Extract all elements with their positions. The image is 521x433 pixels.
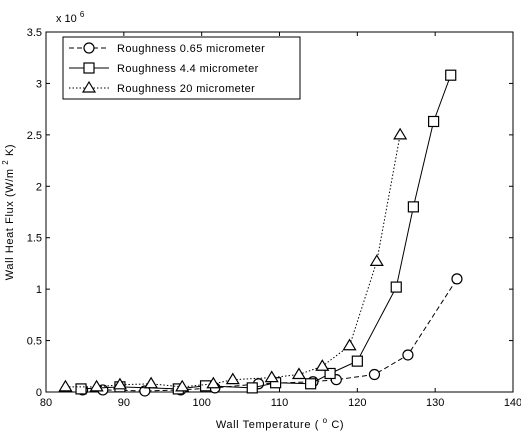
svg-text:x 10 6: x 10 6	[56, 10, 85, 25]
series-3-point-8	[291, 367, 307, 380]
x-axis-label-prefix: Wall Temperature (	[216, 419, 319, 431]
legend-marker-3	[81, 80, 97, 93]
series-3	[58, 127, 408, 392]
series-3-point-11	[369, 254, 384, 266]
y-axis-label: Wall Heat Flux (W/m 2 K)	[0, 144, 16, 280]
series-3-point-9	[315, 359, 330, 371]
y-axis-label-suffix: K)	[4, 144, 16, 156]
legend-marker-1	[83, 42, 95, 54]
series-3-point-2	[112, 377, 128, 390]
series-3-point-1	[89, 379, 104, 392]
series-2-point-9	[390, 281, 402, 293]
x-tick-label-3: 110	[271, 397, 289, 409]
series-2-point-0	[75, 383, 87, 395]
y-tick-label-7: 3.5	[27, 27, 42, 39]
y-tick-label-3: 1.5	[27, 233, 42, 245]
x-tick-label-6: 140	[504, 397, 521, 409]
series-3-point-4	[175, 379, 190, 392]
series-1-point-9	[402, 349, 414, 361]
y-multiplier: x 10 6	[56, 10, 85, 25]
y-multiplier-exp: 6	[80, 10, 85, 19]
series-layer	[58, 69, 463, 397]
axis-ticks: 80 90 100 110 120 130 140 0 0.5 1 1.5 2 2.5 3 3.5	[27, 27, 521, 409]
series-1-point-8	[368, 368, 381, 381]
legend-label-2: Roughness 4.4 micrometer	[117, 63, 259, 75]
legend: Roughness 0.65 micrometer Roughness 4.4 …	[62, 36, 301, 100]
series-3-point-7	[264, 370, 279, 383]
series-2-point-11	[428, 115, 440, 128]
x-tick-label-4: 120	[348, 397, 366, 409]
y-tick-label-6: 3	[36, 78, 42, 90]
x-axis-label: Wall Temperature ( o C)	[216, 414, 344, 431]
y-tick-label-5: 2.5	[27, 130, 42, 142]
series-2-point-4	[246, 382, 258, 394]
series-2-point-7	[324, 367, 336, 380]
series-3-point-5	[206, 376, 221, 389]
x-tick-label-5: 130	[426, 397, 444, 409]
series-3-point-6	[225, 372, 240, 385]
x-axis-label-sup: o	[323, 416, 328, 425]
series-2-point-8	[351, 355, 363, 367]
y-tick-label-0: 0	[36, 387, 42, 399]
series-3-point-10	[342, 338, 357, 351]
legend-marker-2	[83, 62, 95, 74]
x-axis-label-suffix: C)	[331, 419, 344, 431]
series-2-point-12	[445, 69, 457, 81]
series-3-point-12	[393, 127, 408, 140]
series-1-point-10	[451, 273, 463, 285]
series-3-point-3	[144, 376, 159, 389]
y-tick-label-4: 2	[36, 181, 42, 193]
series-3-point-0	[58, 379, 73, 392]
y-tick-label-1: 0.5	[27, 336, 42, 348]
x-tick-label-2: 100	[192, 397, 210, 409]
x-tick-label-1: 90	[118, 397, 130, 409]
x-tick-label-0: 80	[40, 397, 52, 409]
series-1-point-2	[139, 385, 151, 397]
legend-markers	[69, 42, 109, 93]
y-tick-label-2: 1	[36, 284, 42, 296]
series-2-point-6	[305, 378, 317, 390]
legend-label-1: Roughness 0.65 micrometer	[117, 43, 265, 55]
series-2-point-10	[407, 201, 419, 213]
legend-label-3: Roughness 20 micrometer	[117, 83, 255, 95]
y-axis-label-sup: 2	[1, 160, 10, 165]
y-multiplier-base: x 10	[56, 13, 77, 25]
y-axis-label-prefix: Wall Heat Flux (W/m	[4, 168, 16, 280]
